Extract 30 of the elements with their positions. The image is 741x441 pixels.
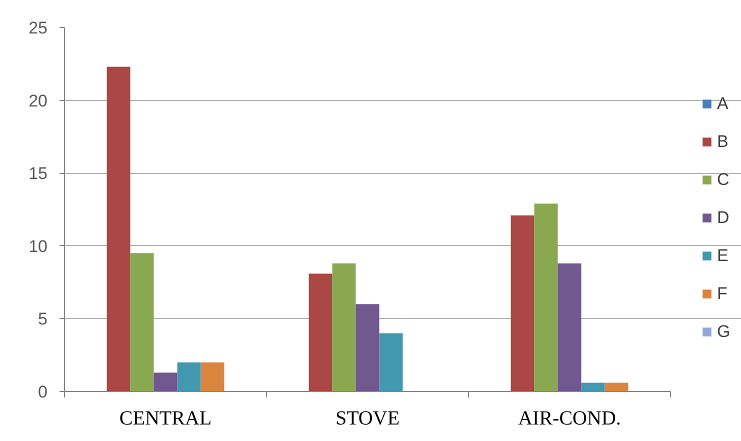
bar [604,382,628,392]
legend-label: C [717,170,730,190]
y-tick-label: 20 [28,91,48,110]
y-tick-label: 0 [38,382,48,402]
y-tick-label: 25 [28,18,48,38]
y-tick-label: 15 [28,164,48,184]
bar [154,372,178,392]
bar [332,263,356,392]
bar [581,382,605,392]
x-tick-label: STOVE [335,408,400,430]
bar [379,333,403,392]
legend-label: D [717,208,730,228]
legend-label: E [717,246,730,266]
bar [356,304,380,392]
bar [308,274,332,392]
bar [177,362,201,392]
bar [510,215,534,392]
bar [106,66,130,392]
legend-label: A [717,94,730,114]
y-tick-label: 10 [28,236,48,256]
legend-label: F [717,284,728,304]
bar [534,204,558,392]
bar [200,362,224,392]
bar [558,263,582,392]
y-tick-label: 5 [38,310,48,329]
legend-label: G [717,322,731,342]
x-tick-label: CENTRAL [119,408,212,430]
legend-label: B [717,132,730,152]
x-tick-label: AIR-COND. [518,408,621,430]
bar [130,253,154,392]
